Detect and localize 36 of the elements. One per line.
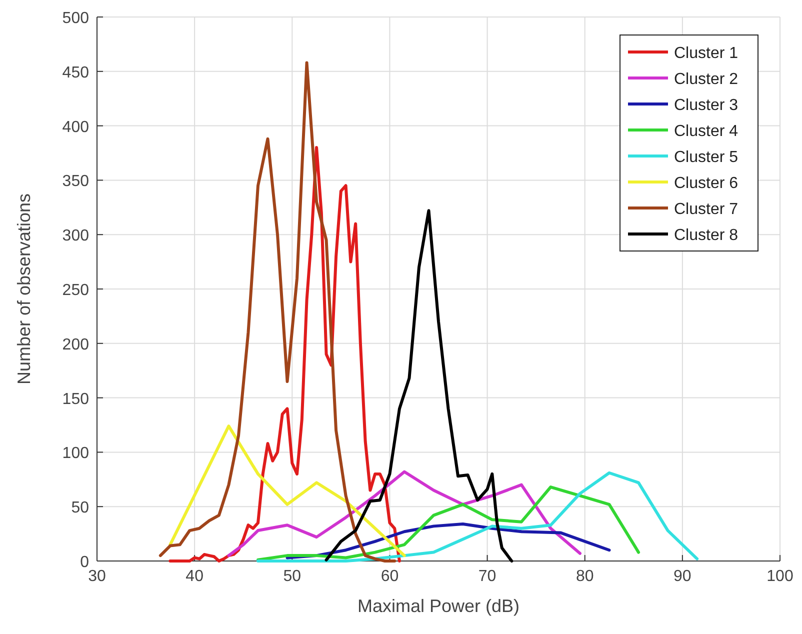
line-series [324, 209, 514, 562]
y-tick-label: 100 [62, 445, 90, 462]
legend-label: Cluster 7 [674, 201, 738, 218]
y-tick-label: 200 [62, 336, 90, 354]
y-tick-label: 300 [62, 228, 90, 245]
y-tick-label: 0 [80, 554, 90, 571]
y-tick-label: 150 [62, 390, 90, 408]
x-tick-label: 70 [478, 568, 496, 585]
x-tick-label: 40 [186, 568, 204, 585]
legend-label: Cluster 4 [674, 123, 738, 140]
line-series [227, 470, 582, 558]
legend-label: Cluster 1 [674, 45, 738, 62]
legend-label: Cluster 2 [674, 71, 738, 88]
y-tick-label: 250 [62, 282, 90, 299]
x-tick-label: 90 [674, 568, 692, 585]
x-tick-label: 50 [283, 568, 302, 585]
x-tick-label: 60 [380, 568, 399, 585]
legend-label: Cluster 8 [674, 227, 738, 244]
legend-label: Cluster 6 [674, 175, 738, 192]
x-tick-label: 100 [766, 568, 794, 585]
line-series [256, 471, 699, 562]
x-axis-title: Maximal Power (dB) [357, 596, 520, 616]
line-series [168, 424, 406, 558]
line-series [168, 146, 401, 562]
legend-label: Cluster 3 [674, 97, 738, 114]
y-tick-label: 450 [62, 64, 90, 82]
y-tick-label: 500 [62, 10, 90, 27]
line-series [158, 61, 396, 562]
y-tick-label: 350 [62, 173, 90, 190]
x-tick-label: 80 [576, 568, 594, 585]
line-series [256, 486, 640, 562]
y-axis-title: Number of observations [14, 193, 34, 385]
x-tick-label: 30 [88, 568, 106, 585]
legend-label: Cluster 5 [674, 149, 738, 166]
y-tick-label: 400 [62, 118, 90, 136]
y-tick-label: 50 [71, 500, 90, 517]
